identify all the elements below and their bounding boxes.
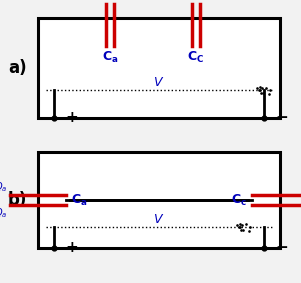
Text: −: − [275, 241, 288, 256]
Text: $+Q_c$: $+Q_c$ [169, 0, 190, 3]
Bar [38, 18, 280, 118]
Text: $+Q_a$: $+Q_a$ [82, 0, 104, 3]
Text: +: + [65, 241, 78, 256]
Text: $-Q_c$: $-Q_c$ [202, 0, 223, 3]
Text: $\mathbf{C_a}$: $\mathbf{C_a}$ [71, 192, 88, 207]
Text: a): a) [8, 59, 26, 77]
Text: $+Q_a$: $+Q_a$ [0, 206, 8, 220]
Text: +: + [65, 110, 78, 125]
Text: $\mathbf{C_a}$: $\mathbf{C_a}$ [102, 50, 118, 65]
Text: $V$: $V$ [153, 213, 165, 226]
Text: $\mathbf{C_C}$: $\mathbf{C_C}$ [188, 50, 205, 65]
Bar [38, 152, 280, 248]
Text: −: − [275, 110, 288, 125]
Text: b): b) [8, 191, 27, 209]
Text: $V$: $V$ [153, 76, 165, 89]
Text: $-Q_a$: $-Q_a$ [116, 0, 138, 3]
Text: $-Q_a$: $-Q_a$ [0, 180, 8, 194]
Text: $\mathbf{C_c}$: $\mathbf{C_c}$ [231, 192, 247, 207]
